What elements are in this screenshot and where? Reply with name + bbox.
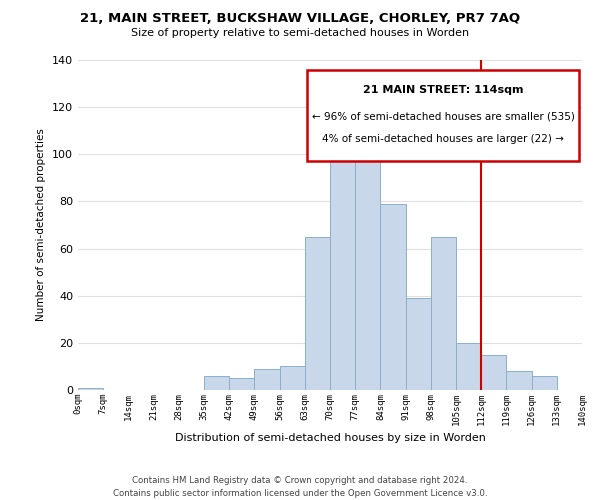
Bar [229, 378, 254, 390]
Text: ← 96% of semi-detached houses are smaller (535): ← 96% of semi-detached houses are smalle… [312, 111, 575, 121]
Bar [431, 237, 456, 390]
FancyBboxPatch shape [307, 70, 580, 160]
Bar [355, 114, 380, 390]
Bar [78, 388, 103, 390]
Bar [456, 343, 481, 390]
Bar [305, 237, 330, 390]
Bar [481, 354, 506, 390]
Text: Size of property relative to semi-detached houses in Worden: Size of property relative to semi-detach… [131, 28, 469, 38]
Bar [380, 204, 406, 390]
Text: 21, MAIN STREET, BUCKSHAW VILLAGE, CHORLEY, PR7 7AQ: 21, MAIN STREET, BUCKSHAW VILLAGE, CHORL… [80, 12, 520, 26]
Text: 4% of semi-detached houses are larger (22) →: 4% of semi-detached houses are larger (2… [322, 134, 565, 144]
Bar [532, 376, 557, 390]
Bar [254, 369, 280, 390]
X-axis label: Distribution of semi-detached houses by size in Worden: Distribution of semi-detached houses by … [175, 434, 485, 444]
Y-axis label: Number of semi-detached properties: Number of semi-detached properties [37, 128, 46, 322]
Bar [280, 366, 305, 390]
Bar [406, 298, 431, 390]
Bar [330, 114, 355, 390]
Bar [506, 371, 532, 390]
Bar [204, 376, 229, 390]
Text: Contains HM Land Registry data © Crown copyright and database right 2024.
Contai: Contains HM Land Registry data © Crown c… [113, 476, 487, 498]
Text: 21 MAIN STREET: 114sqm: 21 MAIN STREET: 114sqm [363, 84, 524, 95]
